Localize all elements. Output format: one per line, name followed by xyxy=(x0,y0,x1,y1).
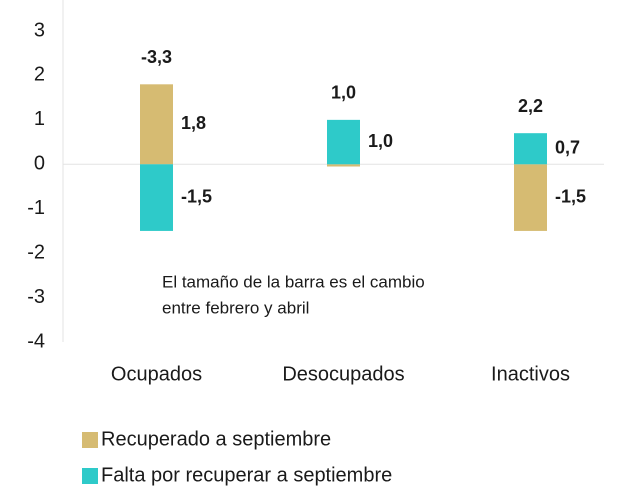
y-tick-label: 0 xyxy=(34,153,45,175)
data-label: 1,8 xyxy=(181,113,206,133)
annotation: entre febrero y abril xyxy=(162,298,309,317)
x-tick-label: Ocupados xyxy=(111,363,202,385)
y-tick-label: -3 xyxy=(27,286,45,308)
y-tick-label: -1 xyxy=(27,197,45,219)
total-label: 1,0 xyxy=(331,83,356,103)
y-tick-label: -2 xyxy=(27,241,45,263)
total-label: -3,3 xyxy=(141,47,172,67)
y-tick-label: 3 xyxy=(34,19,45,41)
data-label: -1,5 xyxy=(181,186,212,206)
x-tick-label: Inactivos xyxy=(491,363,570,385)
data-label: 0,7 xyxy=(555,137,580,157)
legend-label: Falta por recuperar a septiembre xyxy=(101,464,392,486)
data-label: 1,0 xyxy=(368,131,393,151)
y-tick-label: -4 xyxy=(27,330,45,352)
annotation: El tamaño de la barra es el cambio xyxy=(162,272,425,291)
x-tick-label: Desocupados xyxy=(282,363,404,385)
bar xyxy=(514,133,547,165)
bar xyxy=(140,84,173,165)
legend-swatch xyxy=(82,468,98,484)
data-label: -1,5 xyxy=(555,186,586,206)
legend-label: Recuperado a septiembre xyxy=(101,428,331,450)
bar xyxy=(140,164,173,231)
legend-swatch xyxy=(82,432,98,448)
total-label: 2,2 xyxy=(518,96,543,116)
y-tick-label: 2 xyxy=(34,64,45,86)
bar xyxy=(327,164,360,167)
bar xyxy=(514,164,547,231)
y-tick-label: 1 xyxy=(34,108,45,130)
bar xyxy=(327,119,360,165)
